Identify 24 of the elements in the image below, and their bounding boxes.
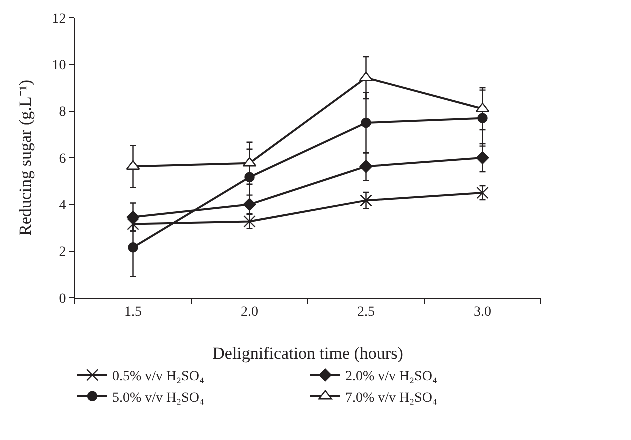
point	[476, 186, 489, 200]
x-tick-label: 3.0	[474, 304, 492, 320]
point	[244, 216, 256, 228]
y-tick-label: 6	[59, 152, 66, 167]
point	[476, 152, 490, 164]
legend-label: 5.0% v/v H₂SO₄	[112, 390, 204, 406]
point	[360, 194, 372, 207]
x-tick-label: 2.0	[241, 304, 258, 320]
y-tick-label: 0	[59, 292, 66, 307]
x-tick-label: 1.5	[124, 304, 142, 320]
x-axis-title: Delignification time (hours)	[212, 344, 404, 363]
y-tick-label: 10	[52, 58, 66, 74]
point	[360, 160, 373, 174]
legend-label: 7.0% v/v H₂SO₄	[346, 390, 438, 406]
y-tick-label: 4	[59, 198, 66, 214]
y-tick-label: 12	[52, 12, 66, 27]
y-tick-label: 2	[59, 245, 66, 260]
y-tick-label: 8	[59, 105, 66, 120]
legend-label: 2.0% v/v H₂SO₄	[346, 370, 438, 385]
legend-label: 0.5% v/v H₂SO₄	[112, 370, 204, 385]
point	[128, 242, 138, 253]
x-tick-label: 2.5	[358, 304, 375, 320]
y-axis-title: Reducing sugar (g.L⁻¹)	[16, 80, 35, 236]
point	[361, 118, 372, 128]
